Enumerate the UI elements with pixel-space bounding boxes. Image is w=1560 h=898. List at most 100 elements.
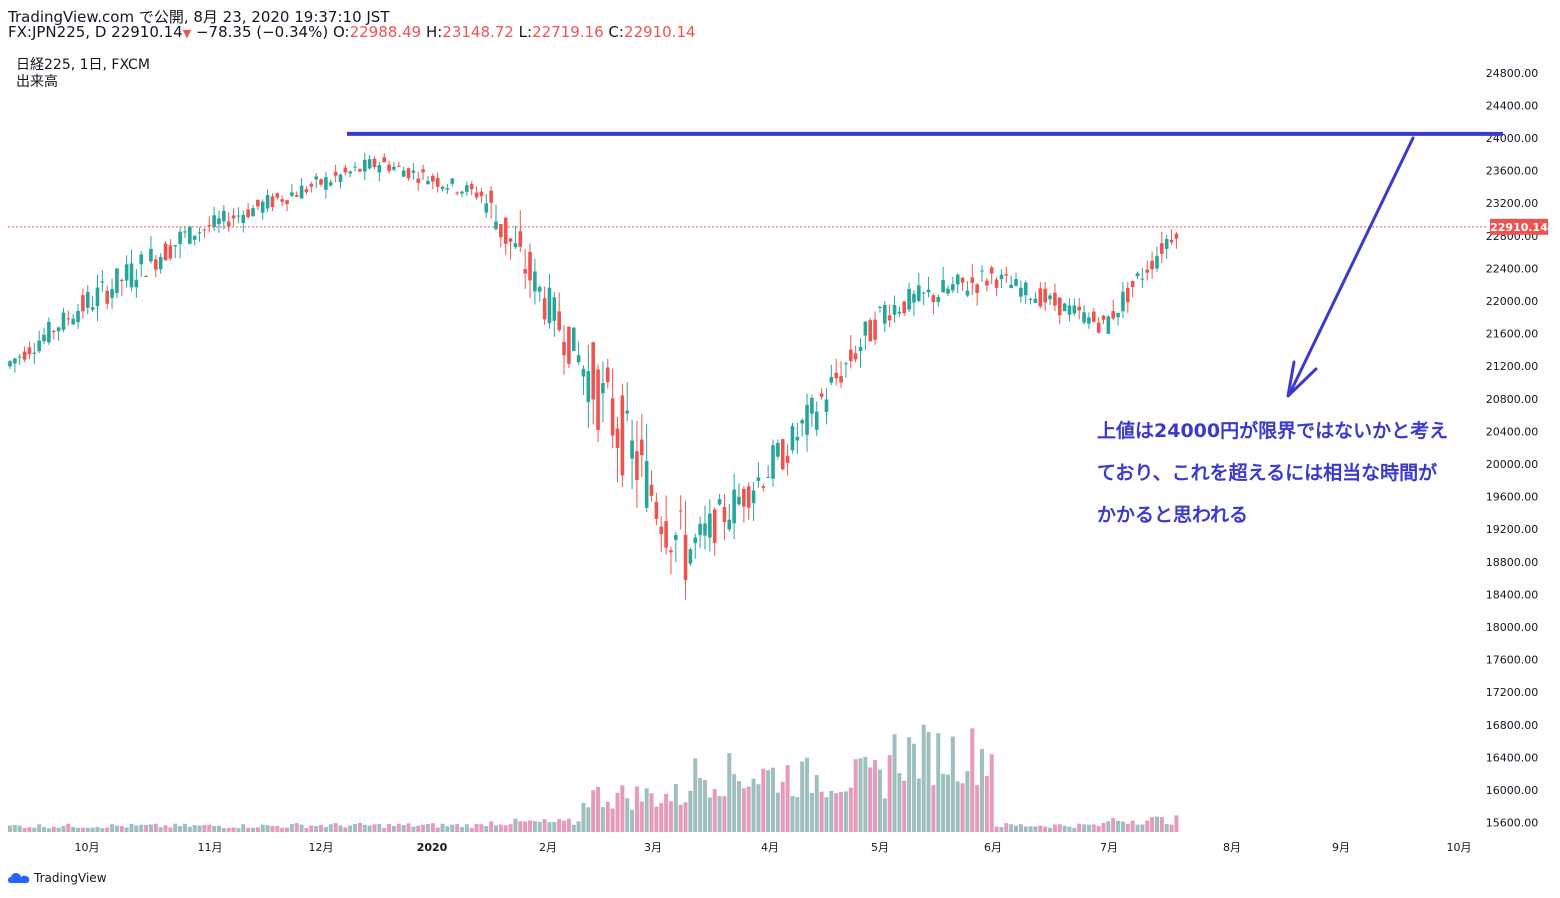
volume-bar (187, 826, 192, 832)
candle-body (999, 274, 1004, 280)
time-axis[interactable]: 10月 11月 12月 2020 2月 3月 4月 5月 6月 7月 8月 9月 10月 (75, 841, 1472, 854)
volume-bar (571, 824, 576, 832)
volume-bar (639, 801, 644, 832)
candle-body (265, 195, 270, 209)
candle-body (819, 393, 824, 397)
candle-body (951, 284, 955, 291)
volume-bar (168, 827, 173, 832)
volume-bar (1043, 826, 1048, 832)
candle-body (275, 193, 280, 198)
candle-body (1077, 306, 1081, 311)
volume-bar (459, 827, 464, 832)
last-price-tag (1490, 218, 1548, 235)
candle-body (416, 178, 421, 183)
high-label: H: (425, 23, 443, 41)
y-tick-label: 17200.00 (1486, 686, 1539, 699)
volume-bar (532, 821, 537, 832)
volume-bar (265, 825, 270, 832)
volume-bar (873, 760, 878, 832)
volume-bar (430, 823, 435, 832)
candle-body (503, 217, 508, 244)
candle-body (460, 191, 464, 194)
price-axis[interactable]: 24800.0024400.0024000.0023600.0023200.00… (1486, 67, 1539, 830)
volume-bar (357, 822, 362, 832)
volume-bar (518, 821, 523, 832)
volume-bar (751, 778, 756, 832)
volume-bar (343, 827, 348, 832)
series-legend[interactable]: 日経225, 1日, FXCM (16, 57, 150, 73)
volume-bar (1135, 824, 1140, 832)
volume-bar (1018, 824, 1023, 832)
candle-body (22, 351, 27, 360)
candle-body (1150, 260, 1154, 270)
volume-bar (17, 825, 22, 832)
volume-bar (615, 792, 620, 832)
candle-body (586, 371, 591, 403)
volume-bar (1116, 820, 1121, 832)
volume-bar (1164, 823, 1169, 832)
candle-body (343, 167, 348, 173)
candle-body (698, 523, 702, 536)
candle-body (450, 178, 455, 184)
volume-bar (911, 743, 916, 832)
candle-body (693, 537, 698, 544)
candle-body (547, 287, 552, 324)
candle-body (1140, 278, 1145, 280)
volume-bar (255, 827, 260, 832)
candle-body (178, 231, 182, 244)
candle-body (917, 285, 921, 301)
candle-body (42, 334, 46, 342)
volume-bar (843, 791, 848, 832)
x-tick-label: 2月 (539, 841, 557, 854)
candle-body (712, 509, 717, 543)
y-tick-label: 20800.00 (1486, 393, 1539, 406)
candle-body (319, 179, 323, 185)
volume-bar (1052, 824, 1057, 832)
candle-body (960, 277, 965, 283)
volume-bar (941, 773, 946, 832)
volume-bar (479, 824, 484, 832)
candle-body (829, 377, 834, 383)
candle-body (494, 221, 498, 230)
candle-body (392, 166, 396, 170)
candle-body (110, 289, 114, 298)
candle-body (926, 289, 931, 293)
volume-bar (839, 791, 844, 832)
candle-body (489, 190, 493, 203)
candle-body (163, 243, 168, 261)
candle-body (921, 292, 926, 294)
candle-body (119, 279, 124, 281)
candle-body (139, 254, 144, 265)
candle-body (304, 189, 309, 193)
volume-bar (926, 731, 931, 832)
candle-body (620, 395, 625, 476)
candle-body (970, 277, 975, 283)
candle-body (557, 311, 561, 331)
volume-bar (936, 733, 941, 832)
volume-bar (975, 785, 980, 832)
tradingview-logo[interactable]: TradingView (8, 871, 107, 885)
y-tick-label: 24400.00 (1486, 99, 1539, 112)
candle-body (1004, 274, 1009, 276)
volume-bar (309, 825, 314, 832)
candle-body (1101, 315, 1106, 320)
candle-body (1009, 284, 1013, 289)
candle-body (824, 399, 829, 412)
volume-bar (124, 827, 129, 832)
volume-bar (323, 827, 328, 832)
candle-body (406, 168, 411, 179)
volume-legend[interactable]: 出来高 (16, 74, 58, 90)
volume-bar (1111, 818, 1116, 832)
volume-bar (498, 824, 503, 832)
candle-body (980, 270, 984, 272)
volume-bar (134, 825, 139, 832)
candle-body (800, 420, 804, 424)
candle-body (90, 307, 95, 310)
volume-bar (362, 824, 367, 832)
candle-body (421, 169, 425, 173)
volume-bar (727, 753, 732, 832)
candle-body (601, 383, 605, 394)
x-tick-label: 9月 (1332, 841, 1350, 854)
volume-bar (173, 823, 178, 832)
